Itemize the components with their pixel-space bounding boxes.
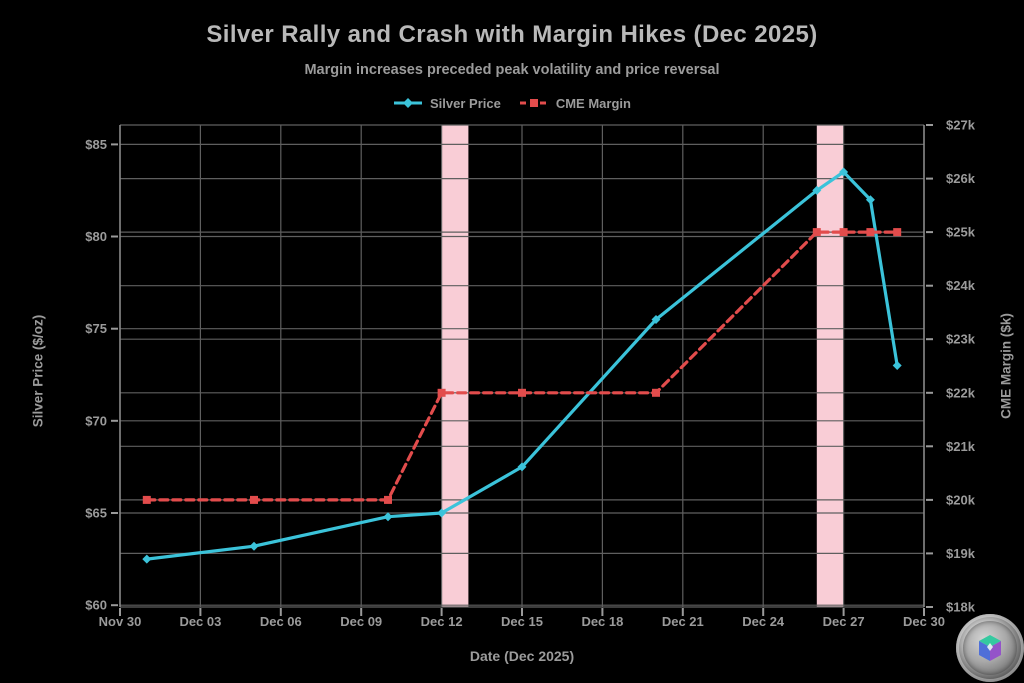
cme-margin-point	[142, 495, 151, 504]
svg-text:Dec 30: Dec 30	[903, 614, 945, 629]
cme-margin-point	[250, 495, 258, 504]
svg-text:$23k: $23k	[946, 332, 976, 347]
silver-price-point	[437, 508, 447, 518]
margin-hike-band	[816, 125, 844, 607]
svg-text:$60: $60	[85, 598, 107, 613]
silver-price-point	[812, 185, 822, 195]
y-axis-label-right: CME Margin ($k)	[998, 313, 1014, 419]
svg-text:$80: $80	[85, 229, 107, 244]
svg-text:$21k: $21k	[946, 439, 976, 454]
svg-text:Dec 18: Dec 18	[581, 614, 623, 629]
svg-text:$75: $75	[85, 321, 107, 336]
cme-margin-point	[518, 388, 526, 397]
svg-text:$19k: $19k	[946, 546, 976, 561]
tick-marks	[111, 124, 933, 616]
legend-label-cme-margin: CME Margin	[555, 95, 631, 111]
svg-text:Dec 15: Dec 15	[501, 614, 543, 629]
watermark-emblem-icon	[979, 635, 1001, 661]
silver-price-point	[142, 554, 152, 564]
silver-price-point	[383, 512, 393, 522]
silver-price-point	[249, 541, 259, 551]
cme-margin-point	[893, 228, 902, 237]
cme-margin-point	[812, 228, 821, 237]
margin-hike-band	[441, 125, 469, 607]
cme-margin-series	[142, 228, 902, 504]
svg-text:$24k: $24k	[946, 278, 976, 293]
svg-text:Dec 27: Dec 27	[823, 614, 865, 629]
chart-legend: Silver Price CME Margin	[0, 93, 1024, 113]
silver-price-point	[651, 315, 661, 324]
svg-text:$18k: $18k	[946, 600, 976, 615]
legend-item-cme-margin: CME Margin	[519, 96, 631, 111]
svg-text:$27k: $27k	[946, 118, 976, 133]
silver-price-point	[839, 167, 849, 177]
cme-margin-point	[839, 228, 848, 237]
x-axis-tick-labels: Nov 30 Dec 03 Dec 06 Dec 09 Dec 12 Dec 15 Dec …	[99, 614, 945, 629]
silver-price-point	[865, 195, 875, 205]
y-axis-tick-labels-right: $18k $19k $20k $21k $22k $23k $24k $25k $26k $27k	[946, 118, 976, 615]
svg-text:$85: $85	[85, 137, 107, 152]
svg-text:Dec 12: Dec 12	[421, 614, 463, 629]
cme-margin-point	[866, 228, 875, 237]
svg-text:Dec 09: Dec 09	[340, 614, 382, 629]
gridlines	[119, 124, 925, 608]
cme-margin-line-marker-icon	[519, 97, 549, 109]
svg-text:$70: $70	[85, 413, 107, 428]
cme-margin-point	[437, 388, 446, 397]
legend-label-silver-price: Silver Price	[430, 95, 501, 111]
svg-text:Nov 30: Nov 30	[99, 614, 142, 629]
svg-text:Dec 03: Dec 03	[179, 614, 221, 629]
silver-price-point	[892, 361, 902, 370]
chart-subtitle: Margin increases preceded peak volatilit…	[304, 62, 720, 78]
watermark-coin-face	[963, 621, 1017, 675]
y-axis-label-left: Silver Price ($/oz)	[30, 314, 46, 428]
silver-price-point	[517, 462, 527, 472]
svg-text:$22k: $22k	[946, 385, 976, 400]
svg-text:$25k: $25k	[946, 225, 976, 240]
axis-spines	[119, 125, 925, 607]
y-axis-tick-labels-left: $60 $65 $70 $75 $80 $85	[85, 137, 107, 613]
svg-text:Dec 24: Dec 24	[742, 614, 785, 629]
x-axis-label: Date (Dec 2025)	[469, 648, 575, 664]
svg-text:Dec 21: Dec 21	[662, 614, 704, 629]
chart-title: Silver Rally and Crash with Margin Hikes…	[206, 21, 818, 48]
svg-text:$65: $65	[85, 506, 107, 521]
silver-price-line-marker-icon	[393, 97, 423, 109]
cme-margin-line	[145, 230, 899, 502]
svg-text:Dec 06: Dec 06	[260, 614, 302, 629]
svg-text:$26k: $26k	[946, 171, 976, 186]
svg-text:$20k: $20k	[946, 492, 976, 507]
legend-item-silver-price: Silver Price	[393, 96, 501, 111]
watermark-logo	[956, 614, 1024, 682]
cme-margin-point	[384, 495, 392, 504]
cme-margin-point	[652, 388, 660, 397]
